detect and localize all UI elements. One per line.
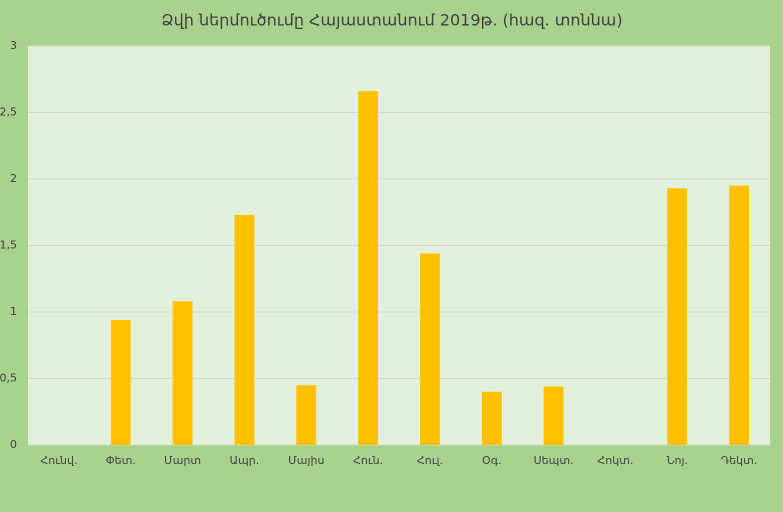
x-tick-label: Մարտ bbox=[164, 454, 201, 467]
x-tick-label: Օգ. bbox=[482, 454, 501, 467]
bar bbox=[234, 214, 255, 445]
bar bbox=[110, 319, 131, 445]
x-tick-label: Սեպտ. bbox=[534, 454, 574, 467]
bar bbox=[481, 391, 502, 445]
chart-title: Ձվի ներմուծումը Հայաստանում 2019թ. (հազ.… bbox=[161, 11, 622, 30]
x-tick-label: Հունվ. bbox=[40, 454, 77, 467]
x-tick-label: Մայիս bbox=[288, 454, 324, 467]
x-tick-label: Փետ. bbox=[106, 454, 136, 467]
x-tick-label: Հոկտ. bbox=[597, 454, 633, 467]
y-tick-label: 2,5 bbox=[0, 106, 17, 119]
x-tick-label: Հուն. bbox=[353, 454, 383, 467]
y-tick-label: 2 bbox=[10, 172, 17, 185]
y-tick-label: 0,5 bbox=[0, 372, 17, 385]
bar bbox=[172, 301, 193, 445]
y-tick-label: 1 bbox=[10, 305, 17, 318]
bar bbox=[296, 385, 317, 445]
x-tick-label: Դեկտ. bbox=[721, 454, 757, 467]
bar bbox=[420, 253, 440, 445]
bar bbox=[667, 188, 688, 445]
y-tick-label: 1,5 bbox=[0, 239, 17, 252]
x-tick-label: Ապր. bbox=[230, 454, 260, 467]
x-tick-label: Հուլ. bbox=[417, 454, 443, 467]
y-tick-label: 3 bbox=[10, 39, 17, 52]
bar bbox=[543, 386, 564, 445]
bar bbox=[729, 185, 749, 445]
y-tick-label: 0 bbox=[10, 438, 17, 451]
x-tick-label: Նոյ. bbox=[667, 454, 688, 467]
bar bbox=[358, 91, 378, 445]
